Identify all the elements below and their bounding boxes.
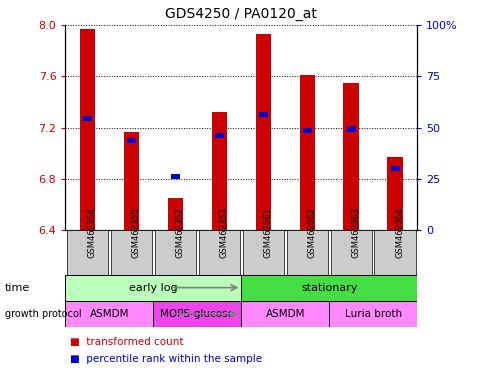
Bar [286, 230, 327, 275]
Bar [299, 75, 314, 230]
Bar [302, 128, 311, 133]
Bar [79, 29, 95, 230]
Bar [65, 275, 241, 301]
Text: stationary: stationary [301, 283, 357, 293]
Bar [198, 230, 240, 275]
Text: MOPS-glucose: MOPS-glucose [160, 309, 234, 319]
Bar [330, 230, 371, 275]
Bar [242, 230, 283, 275]
Text: GSM462061: GSM462061 [263, 207, 272, 258]
Bar [127, 138, 136, 143]
Text: early log: early log [129, 283, 177, 293]
Bar [374, 230, 415, 275]
Text: GSM462355: GSM462355 [131, 207, 140, 258]
Bar [211, 112, 227, 230]
Bar [123, 132, 139, 230]
Title: GDS4250 / PA0120_at: GDS4250 / PA0120_at [165, 7, 317, 21]
Text: ■  percentile rank within the sample: ■ percentile rank within the sample [70, 354, 262, 364]
Bar [241, 301, 329, 327]
Text: GSM462354: GSM462354 [87, 207, 96, 258]
Bar [343, 83, 358, 230]
Text: GSM462063: GSM462063 [350, 207, 360, 258]
Text: growth protocol: growth protocol [5, 309, 81, 319]
Bar [241, 275, 416, 301]
Bar [65, 301, 153, 327]
Bar [346, 126, 355, 132]
Bar [154, 230, 196, 275]
Bar [387, 157, 402, 230]
Bar [258, 112, 267, 118]
Bar [170, 174, 180, 179]
Text: ASMDM: ASMDM [90, 309, 129, 319]
Text: Luria broth: Luria broth [344, 309, 401, 319]
Bar [153, 301, 241, 327]
Bar [167, 198, 182, 230]
Bar [83, 116, 91, 121]
Text: GSM462353: GSM462353 [219, 207, 228, 258]
Bar [110, 230, 152, 275]
Bar [67, 230, 108, 275]
Bar [255, 34, 271, 230]
Text: ■  transformed count: ■ transformed count [70, 337, 183, 347]
Bar [329, 301, 416, 327]
Text: time: time [5, 283, 30, 293]
Bar [214, 133, 223, 138]
Text: ASMDM: ASMDM [265, 309, 304, 319]
Text: GSM462062: GSM462062 [306, 207, 316, 258]
Text: GSM462064: GSM462064 [394, 207, 403, 258]
Bar [390, 166, 399, 171]
Text: GSM462352: GSM462352 [175, 207, 184, 258]
